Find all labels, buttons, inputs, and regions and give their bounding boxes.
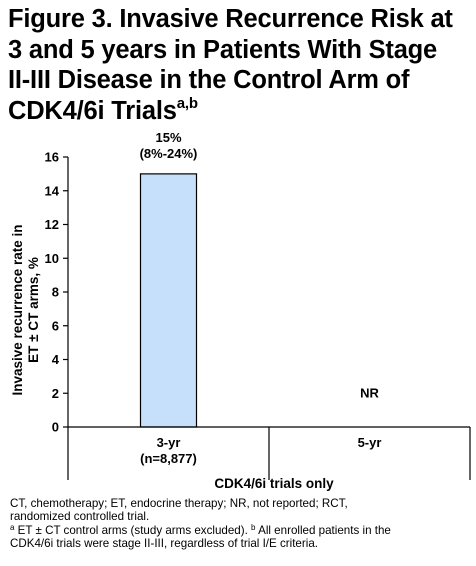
title-line-4-text: CDK4/6i Trials — [8, 96, 177, 125]
title-line-3: II-III Disease in the Control Arm of — [8, 66, 410, 94]
y-tick-label: 10 — [45, 251, 59, 266]
y-tick-label: 8 — [52, 285, 59, 300]
x-axis-title: CDK4/6i trials only — [214, 476, 334, 491]
title-superscript: a,b — [176, 94, 198, 112]
y-tick-label: 16 — [45, 150, 59, 165]
title-line-2: 3 and 5 years in Patients With Stage — [8, 35, 438, 64]
y-tick-label: 14 — [45, 183, 60, 198]
bar — [139, 173, 198, 428]
data-label: NR — [360, 385, 379, 400]
footnote-line-4: CDK4/6i trials were stage II-III, regard… — [10, 537, 318, 551]
footnote-marker-a: a — [10, 522, 15, 532]
x-tick-label: 5-yr — [358, 435, 382, 450]
plot-area: 0 2 4 6 8 10 12 14 16 3-yr(n=8,877) 5-yr 15%(8%-24%… — [45, 130, 471, 480]
x-tick-label: 3-yr — [157, 435, 181, 450]
y-tick-label: 4 — [52, 352, 60, 367]
title-line-1: Figure 3. Invasive Recurrence Risk at — [8, 5, 453, 33]
y-tick-label: 0 — [52, 420, 59, 435]
y-axis-label-line-1: Invasive recurrence rate in — [10, 224, 25, 395]
y-tick-label: 6 — [52, 318, 59, 333]
figure-title: Figure 3. Invasive Recurrence Risk at 3 … — [8, 4, 470, 126]
y-axis-label-line-2: ET ± CT arms, % — [26, 257, 41, 363]
footnotes: CT, chemotherapy; ET, endocrine therapy;… — [10, 497, 470, 551]
y-tick-label: 12 — [45, 217, 59, 232]
title-line-4: CDK4/6i Trialsa,b — [8, 96, 470, 127]
data-label-ci: (8%-24%) — [140, 146, 198, 161]
y-tick-label: 2 — [52, 386, 59, 401]
footnote-line-1: CT, chemotherapy; ET, endocrine therapy;… — [10, 497, 348, 510]
footnote-b-text: All enrolled patients in the — [255, 523, 391, 537]
footnote-line-3: a ET ± CT control arms (study arms exclu… — [10, 522, 470, 537]
footnote-a-text: ET ± CT control arms (study arms exclude… — [14, 523, 252, 537]
data-label: 15% — [155, 130, 181, 145]
x-tick-sublabel: (n=8,877) — [140, 451, 197, 466]
bar-chart: Invasive recurrence rate in ET ± CT arms… — [10, 130, 471, 491]
footnote-line-2: randomized controlled trial. — [10, 510, 150, 524]
footnote-marker-b: b — [251, 522, 256, 532]
